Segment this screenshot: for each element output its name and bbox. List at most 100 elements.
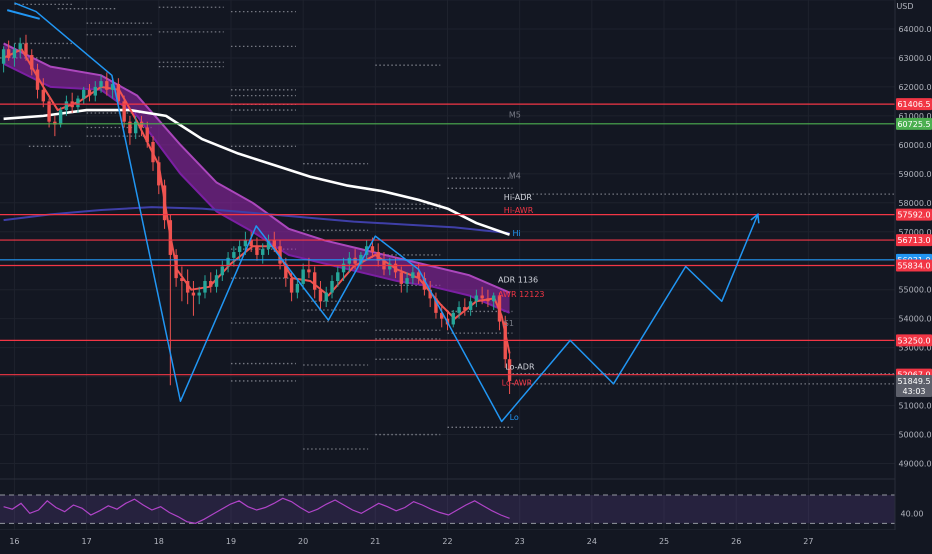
- candle-body: [336, 272, 340, 282]
- candle-body: [232, 252, 236, 258]
- candle-body: [388, 263, 392, 270]
- price-tick-label: 54000.0: [898, 315, 931, 324]
- candle-body: [220, 266, 225, 276]
- price-line-tag-background: [896, 259, 932, 272]
- price-tick-label: 50000.0: [898, 431, 931, 440]
- price-line-tag: 60725.5: [897, 120, 930, 129]
- price-line-tag: 56713.0: [897, 236, 930, 245]
- time-tick-label: 18: [154, 537, 164, 546]
- candle-body: [266, 240, 271, 250]
- price-tick-label: 59000.0: [898, 170, 931, 179]
- candle-body: [139, 121, 144, 128]
- candle-body: [474, 295, 479, 302]
- candle-body: [133, 121, 138, 134]
- candle-body: [284, 263, 288, 279]
- candle-body: [122, 101, 126, 122]
- candle-body: [35, 69, 40, 90]
- price-line-tag-background: [896, 208, 932, 221]
- candle-body: [272, 240, 276, 247]
- candle-body: [168, 220, 173, 255]
- time-axis: 16 17 18 19 20 21 22 23 24 25 26 27: [0, 530, 932, 550]
- level-labels: M5 M4 Hi-ADR Hi-AWR Hi ADR 1136 AWR 12123 S1 Lo-…: [498, 110, 544, 422]
- projection-path: [14, 2, 760, 423]
- candle-body: [214, 275, 219, 287]
- candle-body: [393, 263, 398, 273]
- currency-label: USD: [896, 2, 913, 11]
- candle-body: [318, 289, 323, 302]
- candle-body: [486, 298, 490, 302]
- price-tick-label: 60000.0: [898, 141, 931, 150]
- price-line-tag-background: [896, 234, 932, 247]
- candle-body: [6, 49, 11, 58]
- level-label: Hi: [512, 229, 520, 238]
- candle-body: [128, 121, 132, 134]
- candle-body: [185, 281, 190, 293]
- time-tick-label: 20: [298, 537, 308, 546]
- time-tick-label: 19: [226, 537, 236, 546]
- candle-body: [261, 249, 265, 255]
- pivot-levels: [0, 3, 895, 450]
- candle-body: [468, 301, 473, 310]
- time-tick-label: 21: [370, 537, 380, 546]
- candle-body: [157, 162, 161, 186]
- candle-body: [434, 298, 438, 313]
- candle-body: [440, 312, 444, 319]
- time-tick-label: 27: [803, 537, 813, 546]
- candle-body: [18, 43, 22, 50]
- candle-body: [405, 278, 409, 284]
- level-label: Lo: [510, 413, 519, 422]
- price-line-tag-background: [896, 98, 932, 111]
- time-tick-label: 17: [82, 537, 92, 546]
- candle-body: [162, 185, 167, 221]
- candle-body: [422, 278, 427, 290]
- price-line-tag: 55834.0: [897, 262, 930, 271]
- candle-body: [12, 49, 17, 58]
- candle-body: [53, 121, 57, 125]
- level-label: ADR 1136: [498, 276, 538, 285]
- candle-body: [341, 263, 346, 273]
- candle-body: [191, 292, 196, 296]
- oscillator-band-fill: [0, 495, 895, 524]
- projection-line: [14, 2, 759, 423]
- candle-body: [255, 246, 259, 255]
- candle-body: [30, 55, 34, 70]
- candle-body: [399, 272, 404, 284]
- candles: [1, 34, 512, 394]
- candle-body: [197, 292, 201, 296]
- price-line-tag-background: [896, 117, 932, 130]
- oscillator-pane: [0, 478, 932, 531]
- oscillator-line: [3, 497, 510, 524]
- level-label: S1: [504, 319, 514, 328]
- band-area: [3, 43, 510, 313]
- candle-body: [324, 292, 328, 302]
- candle-body: [1, 49, 6, 64]
- candle-body: [289, 278, 294, 293]
- candle-body: [451, 312, 455, 325]
- candle-body: [416, 272, 421, 279]
- candle-body: [370, 246, 375, 253]
- time-tick-label: 26: [731, 537, 741, 546]
- price-tick-label: 63000.0: [898, 54, 931, 63]
- candle-body: [151, 141, 155, 163]
- candle-body: [180, 278, 184, 282]
- price-axis: 49000.050000.051000.052000.053000.054000…: [894, 0, 932, 550]
- price-tick-label: 53000.0: [898, 344, 931, 353]
- indicator-line: [3, 206, 510, 235]
- candle-body: [82, 89, 86, 99]
- candle-body: [93, 86, 97, 96]
- candle-body: [58, 110, 63, 125]
- level-label: Hi-ADR: [504, 193, 533, 202]
- level-label: Lo-AWR: [502, 378, 533, 387]
- candle-body: [41, 89, 46, 102]
- countdown-label: 43:03: [902, 387, 925, 396]
- time-tick-label: 25: [659, 537, 669, 546]
- candle-body: [507, 359, 512, 381]
- last-price-tag-background: [896, 374, 932, 397]
- candle-body: [47, 101, 51, 122]
- last-price-label: 51849.5: [897, 377, 930, 386]
- price-tick-label: 49000.0: [898, 460, 931, 469]
- candle-body: [411, 272, 415, 279]
- time-tick-label: 22: [442, 537, 452, 546]
